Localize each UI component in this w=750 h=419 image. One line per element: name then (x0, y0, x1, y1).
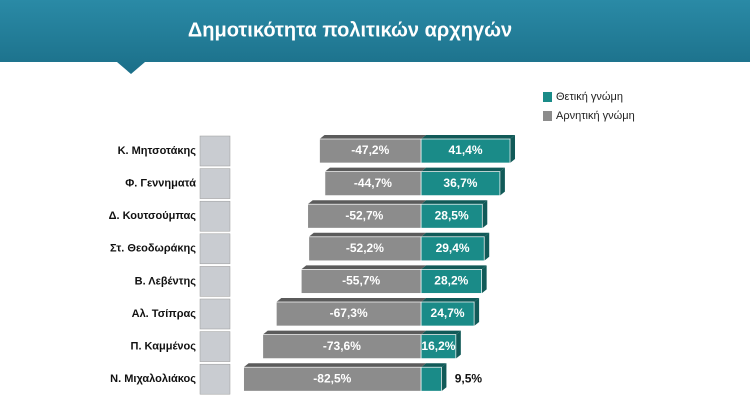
photo (199, 298, 231, 330)
bar-top (243, 363, 426, 368)
category-label: Στ. Θεοδωράκης (110, 243, 196, 255)
photo (199, 233, 231, 265)
bar-depth (441, 363, 447, 392)
bar-depth (481, 265, 487, 294)
value-label: -52,2% (346, 241, 384, 255)
bar (275, 301, 422, 327)
category-label: Φ. Γεννηματά (125, 178, 196, 190)
value-label: 28,5% (435, 208, 469, 222)
value-label: 9,5% (455, 371, 483, 385)
value-label: 24,7% (431, 306, 465, 320)
bar (324, 171, 422, 196)
bar-depth (510, 135, 516, 163)
bar (307, 203, 422, 229)
legend-label: Αρνητική γνώμη (556, 110, 635, 122)
photo (199, 331, 231, 362)
bar-top (421, 200, 488, 205)
legend-label: Θετική γνώμη (556, 91, 623, 103)
bar-top (324, 167, 426, 172)
category-label: Κ. Μητσοτάκης (118, 145, 197, 157)
category-label: Ν. Μιχαλολιάκος (110, 373, 196, 385)
bar (319, 138, 422, 164)
photo (199, 200, 231, 232)
bar-top (421, 167, 505, 172)
photo (199, 168, 231, 199)
bar (300, 269, 422, 294)
bar-depth (455, 330, 461, 359)
bar (243, 366, 422, 392)
bar-top (421, 363, 447, 368)
photo (199, 363, 231, 395)
bar-top (421, 135, 516, 139)
category-label: Αλ. Τσίπρας (132, 308, 197, 320)
photo (199, 135, 231, 167)
bar-top (319, 135, 426, 139)
value-label: -67,3% (330, 306, 368, 320)
category-label: Δ. Κουτσούμπας (109, 210, 197, 222)
chart-title: Δημοτικότητα πολιτικών αρχηγών (188, 19, 512, 41)
legend-swatch (543, 111, 552, 121)
bar (420, 236, 485, 262)
bar (420, 366, 442, 392)
value-label: -82,5% (313, 371, 351, 385)
bar-depth (499, 167, 505, 196)
category-label: Β. Λεβέντης (135, 275, 197, 287)
value-label: -55,7% (342, 274, 380, 288)
header-band (0, 0, 750, 74)
bar (420, 138, 511, 164)
bar-top (307, 200, 426, 205)
bar (420, 203, 483, 229)
legend-swatch (543, 92, 552, 102)
bar-depth (474, 298, 480, 326)
bar-top (276, 298, 426, 302)
bar (308, 236, 422, 262)
value-label: -44,7% (354, 176, 392, 190)
value-label: -52,7% (345, 208, 383, 222)
value-label: 28,2% (434, 274, 468, 288)
value-label: 29,4% (436, 241, 470, 255)
bar-top (421, 298, 480, 302)
bar-depth (484, 232, 490, 261)
bar-depth (482, 200, 488, 229)
value-label: -73,6% (323, 339, 361, 353)
bar (262, 334, 422, 359)
photo (199, 266, 231, 297)
bar (420, 301, 475, 327)
value-label: -47,2% (351, 143, 389, 157)
value-label: 36,7% (443, 176, 477, 190)
bar (420, 334, 457, 359)
value-label: 41,4% (448, 143, 482, 157)
bar-top (421, 265, 487, 270)
bar-top (421, 330, 461, 335)
bar-top (421, 232, 490, 237)
bar-top (301, 265, 426, 270)
bar-top (308, 232, 426, 237)
bar (420, 269, 482, 294)
value-label: 16,2% (421, 339, 455, 353)
bar-top (262, 330, 426, 335)
category-label: Π. Καμμένος (131, 341, 197, 353)
